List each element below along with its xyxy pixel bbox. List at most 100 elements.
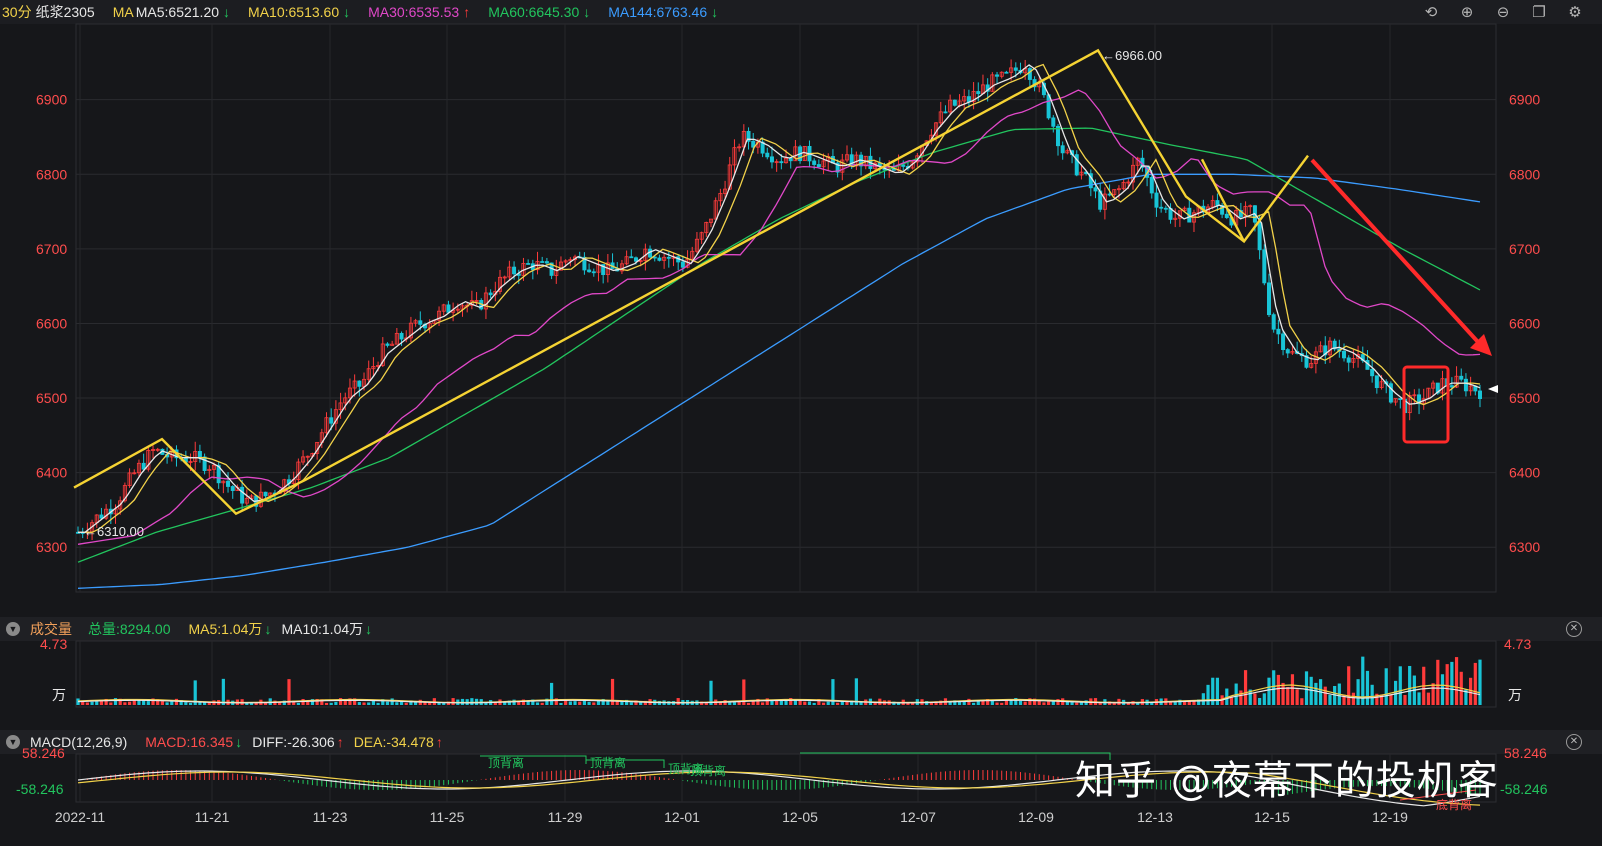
volume-bar — [1182, 700, 1187, 705]
candle-body — [277, 491, 282, 494]
period-label[interactable]: 30分 — [2, 4, 32, 20]
candle-body — [80, 532, 85, 534]
candle-body — [1154, 192, 1159, 208]
candle-body — [263, 491, 268, 497]
candle-body — [507, 266, 512, 278]
candle-body — [1121, 181, 1126, 190]
candle-body — [291, 479, 296, 484]
close-macd-icon[interactable]: ✕ — [1566, 734, 1582, 750]
candle-body — [1196, 205, 1201, 214]
candle-body — [563, 260, 568, 263]
candle-body — [1365, 359, 1370, 370]
volume-bar — [1281, 682, 1285, 705]
volume-bar — [1469, 677, 1473, 705]
collapse-macd-icon[interactable]: ▼ — [6, 735, 20, 749]
ma-indicator-4: MA144:6763.46 ↓ — [608, 4, 719, 20]
volume-bar — [343, 699, 347, 705]
volume-bar — [770, 699, 774, 705]
candle-body — [394, 332, 399, 345]
volume-bar — [634, 700, 638, 705]
volume-bar — [1272, 670, 1276, 705]
ma-indicator-0: MA5:6521.20 ↓ — [135, 4, 231, 20]
volume-bar — [990, 700, 994, 705]
candle-body — [207, 468, 212, 472]
zoom-out-icon[interactable]: ⊖ — [1496, 4, 1510, 21]
candle-body — [985, 84, 990, 92]
volume-bar — [836, 702, 840, 705]
y-tick-right-5: 6800 — [1509, 166, 1540, 182]
volume-bar — [1436, 659, 1440, 705]
y-tick-left-6: 6900 — [36, 92, 67, 108]
candle-body — [676, 256, 681, 263]
volume-bar — [742, 679, 746, 705]
ma-indicator-arrow-2: ↑ — [463, 4, 471, 20]
volume-bar — [1304, 671, 1309, 705]
candle-body — [718, 193, 723, 202]
volume-bar — [1009, 700, 1013, 705]
volume-bar — [1225, 688, 1229, 705]
volume-bar — [263, 702, 268, 705]
volume-bar — [700, 701, 704, 705]
candle-body — [694, 238, 699, 252]
candle-body — [380, 343, 385, 366]
close-volume-icon[interactable]: ✕ — [1566, 621, 1582, 637]
volume-bar — [789, 698, 793, 705]
volume-bar — [324, 702, 329, 705]
volume-bar — [526, 701, 530, 705]
volume-bar — [1365, 670, 1370, 705]
volume-bar — [728, 702, 732, 705]
volume-bar — [357, 702, 361, 705]
volume-bar — [104, 698, 108, 705]
volume-bar — [793, 700, 798, 705]
candle-body — [221, 480, 226, 484]
zoom-in-icon[interactable]: ⊕ — [1460, 4, 1474, 21]
candle-body — [338, 402, 343, 411]
volume-bar — [929, 702, 933, 705]
candle-body — [816, 164, 821, 168]
volume-bar — [568, 701, 572, 705]
volume-bar — [995, 702, 999, 705]
macd-arrow: ↓ — [235, 734, 243, 750]
volume-bar — [1276, 674, 1280, 705]
volume-bar — [1318, 679, 1323, 705]
candle-body — [558, 261, 563, 271]
volume-bar — [278, 702, 282, 705]
volume-bar — [1248, 689, 1252, 705]
volume-bar — [221, 678, 225, 705]
toolbar: ⟲ ⊕ ⊖ ❐ ⚙ — [1422, 3, 1594, 21]
candle-body — [741, 130, 746, 148]
candle-body — [1412, 394, 1417, 397]
candle-body — [94, 514, 99, 524]
volume-bar — [362, 702, 366, 705]
volume-bar — [1187, 701, 1191, 705]
candle-body — [713, 200, 718, 220]
candle-body — [118, 500, 123, 510]
ma-header: 30分 纸浆2305 MA MA5:6521.20 ↓ MA10:6513.60 ↓ M… — [0, 0, 1602, 24]
candle-body — [1327, 340, 1332, 356]
undo-icon[interactable]: ⟲ — [1424, 4, 1438, 21]
volume-bar — [1061, 698, 1065, 705]
volume-bar — [1229, 696, 1234, 705]
volume-bar — [934, 701, 938, 705]
candle-body — [765, 152, 770, 158]
candle-body — [868, 155, 873, 169]
window-icon[interactable]: ❐ — [1532, 4, 1546, 21]
volume-bar — [892, 701, 896, 705]
volume-bar — [831, 679, 835, 705]
candle-body — [1191, 212, 1196, 223]
candle-body — [498, 276, 503, 292]
candle-body — [1238, 210, 1243, 218]
volume-bar — [1454, 657, 1459, 705]
candle-body — [526, 263, 531, 265]
volume-bar — [432, 698, 436, 705]
ma30-line — [77, 89, 1481, 545]
candle-body — [1206, 206, 1211, 213]
symbol-label[interactable]: 纸浆2305 — [35, 4, 95, 20]
settings-icon[interactable]: ⚙ — [1568, 4, 1582, 21]
candle-body — [1346, 357, 1351, 363]
volume-bar — [1014, 698, 1018, 705]
x-tick-6: 12-05 — [782, 809, 818, 825]
collapse-volume-icon[interactable]: ▼ — [6, 622, 20, 636]
volume-bar — [1450, 661, 1454, 705]
